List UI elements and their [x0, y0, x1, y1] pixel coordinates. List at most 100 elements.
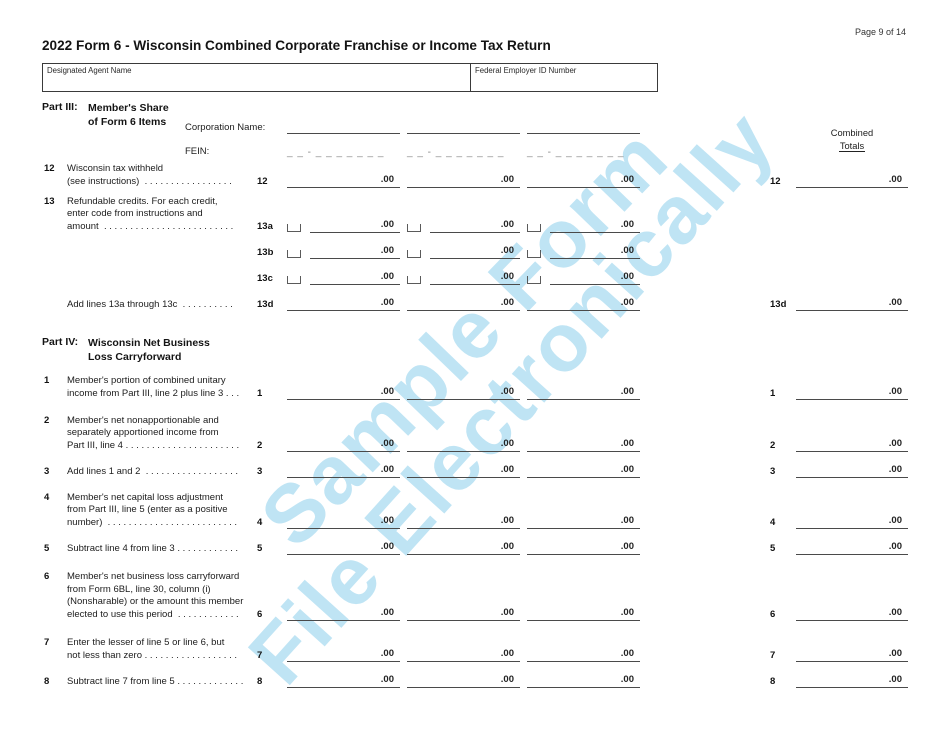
- combined-totals-line2: Totals: [838, 141, 866, 152]
- part4-row-4: 4 Member's net capital loss adjustment fr…: [42, 492, 908, 529]
- combined-ref-4: 4: [770, 517, 776, 528]
- combined-total-field[interactable]: .00: [796, 648, 908, 662]
- amount-field[interactable]: .00: [430, 219, 520, 233]
- corporation-name-field[interactable]: [287, 120, 400, 134]
- amount-field[interactable]: .00: [527, 386, 640, 400]
- amount-field[interactable]: .00: [287, 607, 400, 621]
- fein-field[interactable]: _ _ - _ _ _ _ _ _ _: [287, 147, 385, 158]
- amount-field[interactable]: .00: [527, 607, 640, 621]
- amount-field[interactable]: .00: [407, 515, 520, 529]
- combined-ref-3: 3: [770, 466, 776, 477]
- credit-code-box[interactable]: [407, 276, 421, 284]
- amount-field[interactable]: .00: [407, 648, 520, 662]
- combined-total-field[interactable]: .00: [796, 541, 908, 555]
- amount-field[interactable]: .00: [550, 271, 640, 285]
- p4-line-4-ref: 4: [257, 517, 263, 528]
- combined-total-field[interactable]: .00: [796, 607, 908, 621]
- combined-total-field[interactable]: .00: [796, 438, 908, 452]
- part4-row-3: 3 Add lines 1 and 2 . . . . . . . . . . .…: [42, 464, 908, 478]
- p4-line-2-ref: 2: [257, 440, 263, 451]
- amount-field[interactable]: .00: [407, 541, 520, 555]
- row-line-13c: 13c .00 .00 .00: [42, 271, 908, 285]
- part4-label: Part IV:: [42, 336, 79, 348]
- combined-total-field[interactable]: .00: [796, 464, 908, 478]
- part3-label: Part III:: [42, 101, 78, 113]
- line-13-number: 13: [44, 195, 55, 207]
- amount-field[interactable]: .00: [550, 245, 640, 259]
- amount-field[interactable]: .00: [310, 271, 400, 285]
- amount-field[interactable]: .00: [310, 219, 400, 233]
- amount-field[interactable]: .00: [430, 271, 520, 285]
- combined-ref-13d: 13d: [770, 299, 787, 310]
- p4-line-5-label: 5 Subtract line 4 from line 3 . . . . . .…: [44, 542, 239, 554]
- amount-field[interactable]: .00: [550, 219, 640, 233]
- credit-code-box[interactable]: [287, 250, 301, 258]
- amount-field[interactable]: .00: [287, 648, 400, 662]
- fein-field[interactable]: _ _ - _ _ _ _ _ _ _: [407, 147, 505, 158]
- fein-field[interactable]: _ _ - _ _ _ _ _ _ _: [527, 147, 625, 158]
- credit-code-box[interactable]: [407, 224, 421, 232]
- corporation-name-field[interactable]: [407, 120, 520, 134]
- corporation-name-label: Corporation Name:: [185, 121, 266, 133]
- amount-field[interactable]: .00: [310, 245, 400, 259]
- amount-field[interactable]: .00: [407, 438, 520, 452]
- corporation-name-field[interactable]: [527, 120, 640, 134]
- combined-total-field[interactable]: .00: [796, 174, 908, 188]
- p4-line-7-ref: 7: [257, 650, 263, 661]
- p4-line-6-ref: 6: [257, 609, 263, 620]
- credit-code-box[interactable]: [527, 276, 541, 284]
- combined-total-field[interactable]: .00: [796, 515, 908, 529]
- part4-heading: Part IV: Wisconsin Net Business Loss Car…: [42, 336, 210, 364]
- combined-total-field[interactable]: .00: [796, 674, 908, 688]
- credit-code-box[interactable]: [287, 224, 301, 232]
- designated-agent-name-box[interactable]: Designated Agent Name: [43, 64, 471, 91]
- p4-line-3-number: 3: [44, 465, 50, 477]
- credit-code-box[interactable]: [527, 250, 541, 258]
- credit-code-box[interactable]: [287, 276, 301, 284]
- combined-ref-8: 8: [770, 676, 776, 687]
- amount-field[interactable]: .00: [287, 438, 400, 452]
- amount-field[interactable]: .00: [287, 541, 400, 555]
- amount-field[interactable]: .00: [527, 438, 640, 452]
- line-13a-ref: 13a: [257, 221, 273, 232]
- amount-field[interactable]: .00: [407, 674, 520, 688]
- amount-field[interactable]: .00: [407, 464, 520, 478]
- amount-field[interactable]: .00: [407, 297, 520, 311]
- amount-field[interactable]: .00: [287, 386, 400, 400]
- combined-total-field[interactable]: .00: [796, 386, 908, 400]
- amount-field[interactable]: .00: [527, 648, 640, 662]
- line-13d-ref: 13d: [257, 299, 274, 310]
- credit-code-box[interactable]: [527, 224, 541, 232]
- amount-field[interactable]: .00: [287, 515, 400, 529]
- amount-field[interactable]: .00: [407, 607, 520, 621]
- amount-field[interactable]: .00: [287, 674, 400, 688]
- amount-field[interactable]: .00: [407, 174, 520, 188]
- credit-code-box[interactable]: [407, 250, 421, 258]
- amount-field[interactable]: .00: [527, 464, 640, 478]
- p4-line-7-label: 7 Enter the lesser of line 5 or line 6, b…: [44, 637, 238, 661]
- amount-field[interactable]: .00: [287, 464, 400, 478]
- combined-total-field[interactable]: .00: [796, 297, 908, 311]
- line-13c-ref: 13c: [257, 273, 273, 284]
- federal-ein-box[interactable]: Federal Employer ID Number: [475, 66, 577, 75]
- amount-field[interactable]: .00: [287, 297, 400, 311]
- amount-field[interactable]: .00: [527, 541, 640, 555]
- amount-field[interactable]: .00: [527, 515, 640, 529]
- line-12-label: 12 Wisconsin tax withheld (see instructio…: [44, 163, 232, 187]
- amount-field[interactable]: .00: [287, 174, 400, 188]
- row-line-13d: Add lines 13a through 13c . . . . . . . …: [42, 297, 908, 311]
- combined-ref-5: 5: [770, 543, 776, 554]
- row-line-13b: 13b .00 .00 .00: [42, 245, 908, 259]
- amount-field[interactable]: .00: [407, 386, 520, 400]
- combined-totals-header: Combined Totals: [796, 127, 908, 153]
- part4-title: Wisconsin Net Business Loss Carryforward: [88, 337, 210, 363]
- amount-field[interactable]: .00: [527, 674, 640, 688]
- amount-field[interactable]: .00: [527, 297, 640, 311]
- line-12-number: 12: [44, 163, 55, 175]
- corporation-name-row: Corporation Name:: [42, 120, 908, 134]
- part4-row-2: 2 Member's net nonapportionable and separ…: [42, 415, 908, 452]
- amount-field[interactable]: .00: [430, 245, 520, 259]
- amount-field[interactable]: .00: [527, 174, 640, 188]
- line-13-label: 13 Refundable credits. For each credit, e…: [44, 195, 234, 232]
